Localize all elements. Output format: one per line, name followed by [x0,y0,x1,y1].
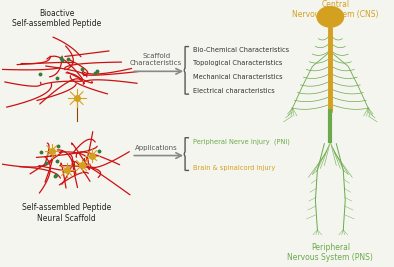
Text: Peripheral
Nervous System (PNS): Peripheral Nervous System (PNS) [287,243,373,262]
Text: Central
Nervous System (CNS): Central Nervous System (CNS) [292,0,379,19]
Ellipse shape [316,6,344,28]
Text: Peripheral Nerve Injury  (PNI): Peripheral Nerve Injury (PNI) [193,138,290,145]
Text: Topological Characteristics: Topological Characteristics [193,60,282,66]
Text: Brain & spinalcord Injury: Brain & spinalcord Injury [193,166,275,171]
Text: Self-assembled Peptide
Neural Scaffold: Self-assembled Peptide Neural Scaffold [22,203,111,222]
Text: Bio-Chemical Characteristics: Bio-Chemical Characteristics [193,46,289,53]
Text: Scaffold
Characteristics: Scaffold Characteristics [130,53,182,66]
Text: Bioactive
Self-assembled Peptide: Bioactive Self-assembled Peptide [12,9,101,28]
Text: Electrical characteristics: Electrical characteristics [193,88,275,94]
Text: Applications: Applications [135,145,178,151]
Text: Mechanical Characteristics: Mechanical Characteristics [193,74,282,80]
